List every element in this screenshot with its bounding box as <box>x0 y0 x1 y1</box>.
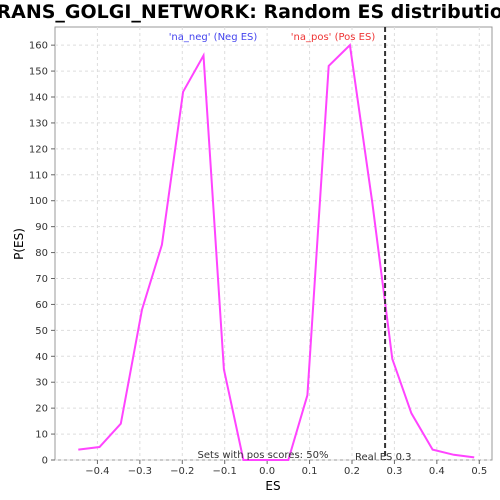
legend-pos-label: 'na_pos' (Pos ES) <box>291 32 376 43</box>
y-tick-label: 50 <box>35 326 48 337</box>
chart-title: TRANS_GOLGI_NETWORK: Random ES distribut… <box>0 1 500 23</box>
x-tick-label: 0.1 <box>302 466 318 477</box>
y-tick-label: 90 <box>35 222 48 233</box>
x-axis-label: ES <box>265 479 280 493</box>
y-tick-label: 30 <box>35 378 48 389</box>
x-tick-label: −0.1 <box>213 466 237 477</box>
y-tick-label: 150 <box>29 67 48 78</box>
y-tick-label: 80 <box>35 248 48 259</box>
footnote: Sets with pos scores: 50% <box>198 450 329 461</box>
x-tick-label: 0.4 <box>429 466 445 477</box>
x-tick-label: 0.3 <box>386 466 402 477</box>
y-axis: 0 10 20 30 40 50 60 70 80 90 100 110 120 130 140 150 160 <box>29 41 55 467</box>
y-tick-label: 120 <box>29 144 48 155</box>
x-axis: −0.4 −0.3 −0.2 −0.1 0.0 0.1 0.2 0.3 0.4 0.5 <box>85 460 487 477</box>
x-tick-label: 0.0 <box>259 466 275 477</box>
y-tick-label: 130 <box>29 118 48 129</box>
x-tick-label: 0.5 <box>471 466 487 477</box>
plot-area <box>54 26 493 461</box>
y-tick-label: 10 <box>35 430 48 441</box>
y-tick-label: 0 <box>42 456 48 467</box>
x-tick-label: −0.4 <box>85 466 109 477</box>
y-tick-label: 100 <box>29 196 48 207</box>
y-axis-label: P(ES) <box>12 228 26 260</box>
x-tick-label: 0.2 <box>344 466 360 477</box>
x-tick-label: −0.3 <box>128 466 152 477</box>
y-tick-label: 160 <box>29 41 48 52</box>
y-tick-label: 110 <box>29 170 48 181</box>
series-line <box>78 43 475 461</box>
y-tick-label: 60 <box>35 300 48 311</box>
y-tick-label: 40 <box>35 352 48 363</box>
real-es-label: Real ES 0.3 <box>355 452 411 463</box>
x-tick-label: −0.2 <box>170 466 194 477</box>
y-tick-label: 70 <box>35 274 48 285</box>
y-tick-label: 20 <box>35 404 48 415</box>
y-tick-label: 140 <box>29 93 48 104</box>
legend-neg-label: 'na_neg' (Neg ES) <box>169 32 258 43</box>
